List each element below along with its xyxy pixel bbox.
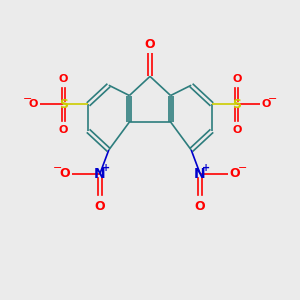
Text: −: − [268, 94, 278, 104]
Text: O: O [232, 125, 242, 135]
Text: O: O [232, 74, 242, 84]
Text: +: + [102, 163, 110, 173]
Text: O: O [145, 38, 155, 51]
Text: O: O [29, 99, 38, 110]
Text: O: O [230, 167, 240, 180]
Text: S: S [232, 98, 242, 111]
Text: N: N [94, 167, 106, 181]
Text: O: O [195, 200, 206, 213]
Text: −: − [238, 163, 247, 173]
Text: S: S [58, 98, 68, 111]
Text: O: O [262, 99, 271, 110]
Text: −: − [22, 94, 32, 104]
Text: N: N [194, 167, 206, 181]
Text: O: O [58, 125, 68, 135]
Text: O: O [60, 167, 70, 180]
Text: O: O [58, 74, 68, 84]
Text: +: + [202, 163, 211, 173]
Text: O: O [94, 200, 105, 213]
Text: −: − [53, 163, 62, 173]
